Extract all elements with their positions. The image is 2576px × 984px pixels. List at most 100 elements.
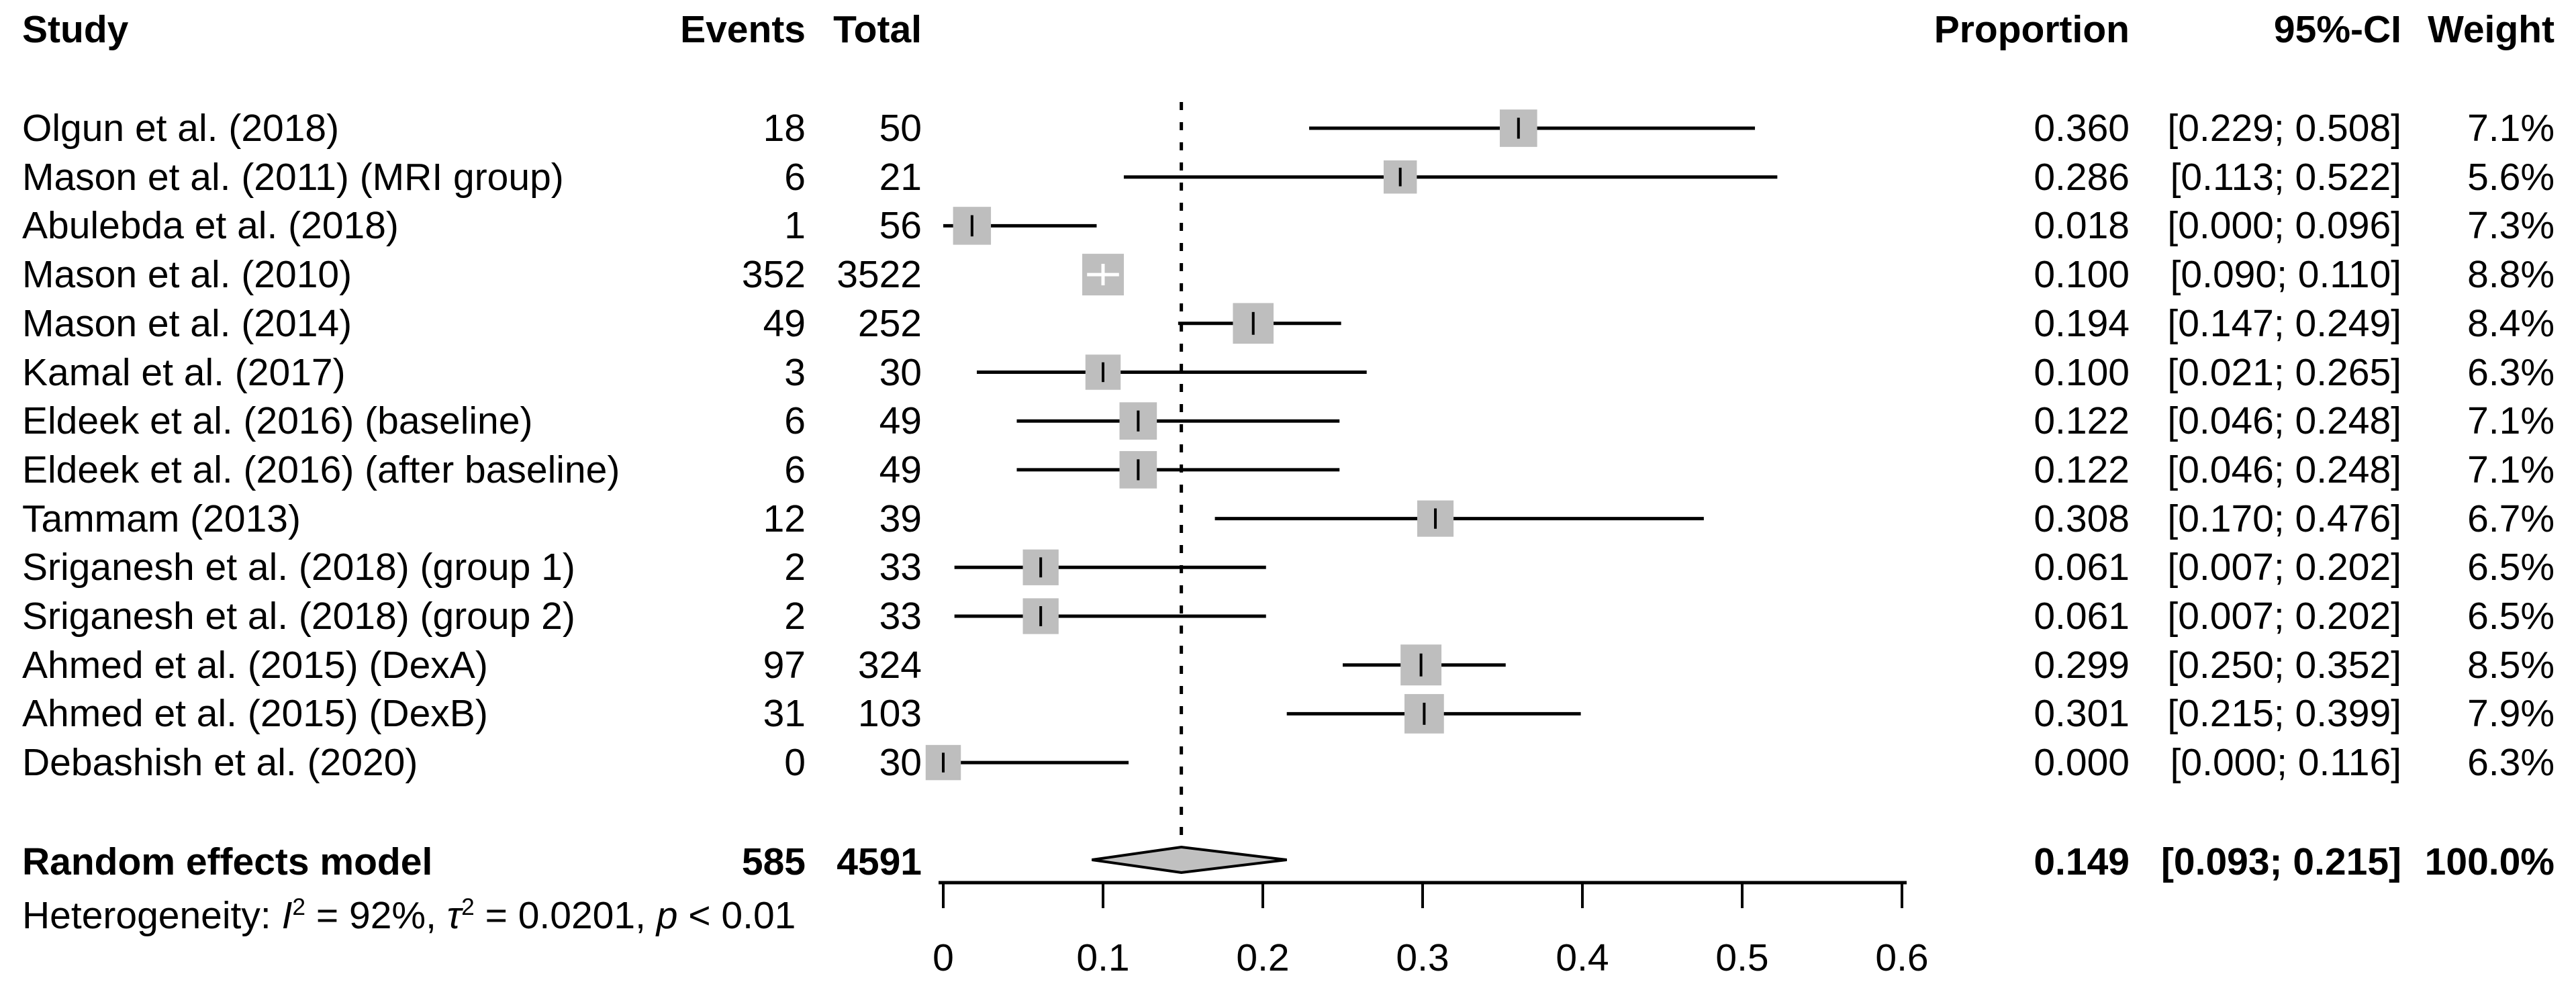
x-axis-tick-label: 0.4 (1556, 936, 1609, 979)
heterogeneity-text: Heterogeneity: (22, 894, 282, 937)
ci-value: [0.147; 0.249] (2167, 301, 2401, 345)
events-value: 1 (784, 204, 806, 248)
proportion-value: 0.308 (2034, 497, 2130, 540)
summary-ci: [0.093; 0.215] (2160, 840, 2401, 883)
events-value: 97 (763, 643, 806, 687)
total-value: 49 (879, 448, 922, 491)
total-value: 33 (879, 546, 922, 589)
events-value: 12 (763, 497, 806, 540)
summary-weight: 100.0% (2424, 840, 2555, 883)
ci-value: [0.229; 0.508] (2167, 107, 2401, 150)
study-label: Tammam (2013) (22, 497, 301, 540)
column-header-proportion: Proportion (1934, 8, 2130, 51)
weight-value: 8.4% (2467, 301, 2555, 345)
proportion-value: 0.301 (2034, 692, 2130, 736)
column-header-total: Total (833, 8, 922, 51)
proportion-value: 0.122 (2034, 399, 2130, 443)
ci-value: [0.170; 0.476] (2167, 497, 2401, 540)
x-axis-tick-label: 0.1 (1076, 936, 1130, 979)
study-label: Sriganesh et al. (2018) (group 2) (22, 595, 575, 638)
study-label: Abulebda et al. (2018) (22, 204, 399, 248)
ci-value: [0.007; 0.202] (2167, 595, 2401, 638)
heterogeneity-text: < 0.01 (677, 894, 796, 937)
proportion-value: 0.100 (2034, 350, 2130, 394)
study-label: Debashish et al. (2020) (22, 741, 418, 785)
ci-value: [0.000; 0.116] (2170, 741, 2401, 785)
x-axis-tick-label: 0.6 (1875, 936, 1929, 979)
proportion-value: 0.100 (2034, 253, 2130, 297)
proportion-value: 0.194 (2034, 301, 2130, 345)
proportion-value: 0.061 (2034, 595, 2130, 638)
ci-value: [0.046; 0.248] (2167, 399, 2401, 443)
x-axis-tick-label: 0.5 (1715, 936, 1769, 979)
proportion-value: 0.018 (2034, 204, 2130, 248)
events-value: 18 (763, 107, 806, 150)
ci-value: [0.090; 0.110] (2170, 253, 2401, 297)
events-value: 31 (763, 692, 806, 736)
weight-value: 7.1% (2467, 107, 2555, 150)
heterogeneity-text: = 92%, (305, 894, 447, 937)
weight-value: 7.1% (2467, 448, 2555, 491)
ci-value: [0.046; 0.248] (2167, 448, 2401, 491)
column-header-events: Events (680, 8, 806, 51)
superscript-2: 2 (292, 894, 306, 920)
study-label: Kamal et al. (2017) (22, 350, 346, 394)
heterogeneity-text: = 0.0201, (474, 894, 657, 937)
study-label: Olgun et al. (2018) (22, 107, 340, 150)
study-label: Mason et al. (2014) (22, 301, 352, 345)
total-value: 30 (879, 741, 922, 785)
proportion-value: 0.286 (2034, 155, 2130, 199)
total-value: 49 (879, 399, 922, 443)
weight-value: 5.6% (2467, 155, 2555, 199)
study-label: Mason et al. (2010) (22, 253, 352, 297)
events-value: 49 (763, 301, 806, 345)
stat-symbol: τ (446, 894, 462, 937)
superscript-2: 2 (461, 894, 475, 920)
weight-value: 7.9% (2467, 692, 2555, 736)
x-axis-tick-label: 0.2 (1236, 936, 1290, 979)
weight-value: 6.5% (2467, 546, 2555, 589)
total-value: 324 (857, 643, 922, 687)
total-value: 103 (857, 692, 922, 736)
ci-value: [0.021; 0.265] (2167, 350, 2401, 394)
summary-proportion: 0.149 (2034, 840, 2130, 883)
events-value: 3 (784, 350, 806, 394)
events-value: 6 (784, 155, 806, 199)
x-axis-tick-label: 0 (933, 936, 954, 979)
weight-value: 7.1% (2467, 399, 2555, 443)
summary-diamond (1092, 845, 1287, 875)
weight-value: 6.3% (2467, 350, 2555, 394)
stat-symbol: I (281, 894, 293, 937)
events-value: 6 (784, 448, 806, 491)
total-value: 56 (879, 204, 922, 248)
total-value: 33 (879, 595, 922, 638)
study-label: Eldeek et al. (2016) (after baseline) (22, 448, 620, 491)
study-label: Ahmed et al. (2015) (DexB) (22, 692, 488, 736)
proportion-value: 0.299 (2034, 643, 2130, 687)
events-value: 352 (741, 253, 806, 297)
events-value: 0 (784, 741, 806, 785)
ci-value: [0.250; 0.352] (2167, 643, 2401, 687)
ci-value: [0.000; 0.096] (2167, 204, 2401, 248)
study-label: Mason et al. (2011) (MRI group) (22, 155, 564, 199)
x-axis-tick-label: 0.3 (1396, 936, 1449, 979)
proportion-value: 0.122 (2034, 448, 2130, 491)
proportion-value: 0.061 (2034, 546, 2130, 589)
weight-value: 6.7% (2467, 497, 2555, 540)
study-label: Ahmed et al. (2015) (DexA) (22, 643, 488, 687)
weight-value: 7.3% (2467, 204, 2555, 248)
total-value: 50 (879, 107, 922, 150)
events-value: 6 (784, 399, 806, 443)
study-label: Eldeek et al. (2016) (baseline) (22, 399, 533, 443)
weight-value: 8.8% (2467, 253, 2555, 297)
proportion-value: 0.360 (2034, 107, 2130, 150)
column-header-ci: 95%-CI (2273, 8, 2401, 51)
ci-value: [0.007; 0.202] (2167, 546, 2401, 589)
summary-total: 4591 (837, 840, 922, 883)
column-header-study: Study (22, 8, 129, 51)
weight-value: 6.5% (2467, 595, 2555, 638)
summary-events: 585 (741, 840, 806, 883)
weight-value: 6.3% (2467, 741, 2555, 785)
